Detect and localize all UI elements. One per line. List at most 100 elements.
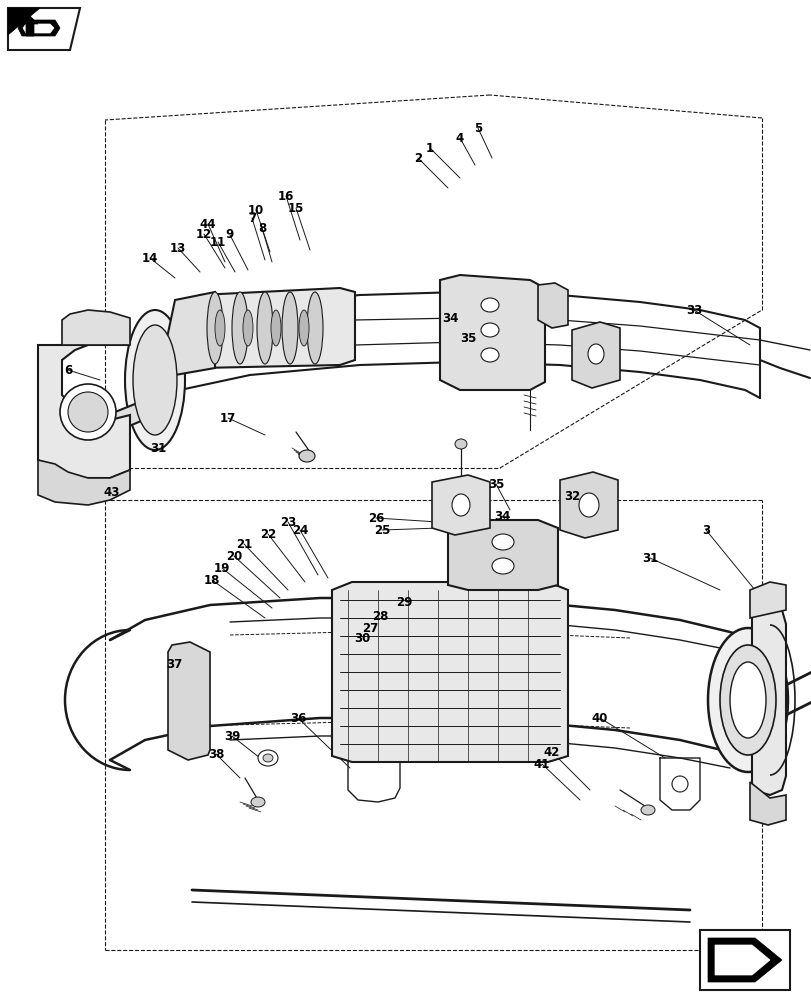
Polygon shape <box>571 322 620 388</box>
Text: 26: 26 <box>367 512 384 524</box>
Ellipse shape <box>480 323 499 337</box>
Text: 7: 7 <box>247 212 255 225</box>
Text: 40: 40 <box>591 712 607 724</box>
Text: 8: 8 <box>258 222 266 234</box>
Text: 2: 2 <box>414 152 422 165</box>
Ellipse shape <box>307 292 323 364</box>
Text: 12: 12 <box>195 228 212 240</box>
Text: 27: 27 <box>362 621 378 635</box>
Polygon shape <box>448 520 557 590</box>
Ellipse shape <box>578 493 599 517</box>
Text: 17: 17 <box>220 412 236 424</box>
Ellipse shape <box>298 450 315 462</box>
Polygon shape <box>538 283 568 328</box>
Text: 1: 1 <box>426 142 434 155</box>
Polygon shape <box>8 8 80 50</box>
Ellipse shape <box>257 292 272 364</box>
Polygon shape <box>200 288 354 368</box>
Text: 28: 28 <box>371 609 388 622</box>
Text: 37: 37 <box>165 658 182 670</box>
Polygon shape <box>714 945 769 975</box>
Text: 20: 20 <box>225 550 242 562</box>
Polygon shape <box>749 782 785 825</box>
Polygon shape <box>23 24 54 33</box>
Bar <box>699 930 789 990</box>
Text: 18: 18 <box>204 574 220 586</box>
Text: 21: 21 <box>235 538 251 550</box>
Text: 16: 16 <box>277 190 294 202</box>
Ellipse shape <box>60 384 116 440</box>
Ellipse shape <box>133 325 177 435</box>
Text: 35: 35 <box>487 478 504 490</box>
Text: 10: 10 <box>247 204 264 217</box>
Text: 32: 32 <box>563 489 579 502</box>
Text: 33: 33 <box>685 304 702 316</box>
Polygon shape <box>62 310 130 345</box>
Ellipse shape <box>480 348 499 362</box>
Text: 38: 38 <box>208 748 224 760</box>
Ellipse shape <box>491 558 513 574</box>
Text: 25: 25 <box>373 524 390 536</box>
Polygon shape <box>8 8 40 35</box>
Text: 36: 36 <box>290 712 306 724</box>
Text: 31: 31 <box>150 442 166 454</box>
Text: 43: 43 <box>104 486 120 498</box>
Polygon shape <box>22 16 38 36</box>
Polygon shape <box>560 472 617 538</box>
Text: 14: 14 <box>142 251 158 264</box>
Ellipse shape <box>298 310 309 346</box>
Text: 4: 4 <box>455 132 464 145</box>
Text: 3: 3 <box>701 524 709 536</box>
Ellipse shape <box>232 292 247 364</box>
Ellipse shape <box>242 310 253 346</box>
Text: 41: 41 <box>533 758 550 770</box>
Polygon shape <box>332 582 568 762</box>
Text: 5: 5 <box>474 122 482 135</box>
Polygon shape <box>38 343 130 478</box>
Text: 11: 11 <box>209 235 225 248</box>
Text: 35: 35 <box>459 332 475 344</box>
Text: 34: 34 <box>493 510 509 522</box>
Polygon shape <box>38 460 130 505</box>
Ellipse shape <box>452 494 470 516</box>
Text: 13: 13 <box>169 241 186 254</box>
Ellipse shape <box>707 628 787 772</box>
Ellipse shape <box>125 310 185 450</box>
Text: 42: 42 <box>543 746 560 758</box>
Polygon shape <box>18 20 60 36</box>
Text: 44: 44 <box>200 218 216 231</box>
Text: 24: 24 <box>291 524 308 536</box>
Text: 39: 39 <box>224 730 240 742</box>
Polygon shape <box>749 582 785 618</box>
Polygon shape <box>440 275 544 390</box>
Text: 34: 34 <box>441 312 457 324</box>
Ellipse shape <box>258 750 277 766</box>
Polygon shape <box>707 938 781 982</box>
Ellipse shape <box>281 292 298 364</box>
Text: 23: 23 <box>280 516 296 528</box>
Text: 19: 19 <box>213 562 230 574</box>
Ellipse shape <box>672 776 687 792</box>
Ellipse shape <box>271 310 281 346</box>
Ellipse shape <box>480 298 499 312</box>
Text: 30: 30 <box>354 632 370 645</box>
Ellipse shape <box>640 805 654 815</box>
Ellipse shape <box>454 439 466 449</box>
Text: 29: 29 <box>395 595 412 608</box>
Polygon shape <box>431 475 489 535</box>
Text: 31: 31 <box>641 552 657 564</box>
Text: 22: 22 <box>260 528 276 540</box>
Polygon shape <box>751 605 785 795</box>
Ellipse shape <box>207 292 223 364</box>
Ellipse shape <box>719 645 775 755</box>
Polygon shape <box>108 292 215 430</box>
Text: 9: 9 <box>225 229 234 241</box>
Ellipse shape <box>491 534 513 550</box>
Ellipse shape <box>587 344 603 364</box>
Ellipse shape <box>251 797 264 807</box>
Ellipse shape <box>263 754 272 762</box>
Text: 15: 15 <box>287 202 304 215</box>
Ellipse shape <box>215 310 225 346</box>
Ellipse shape <box>729 662 765 738</box>
Ellipse shape <box>68 392 108 432</box>
